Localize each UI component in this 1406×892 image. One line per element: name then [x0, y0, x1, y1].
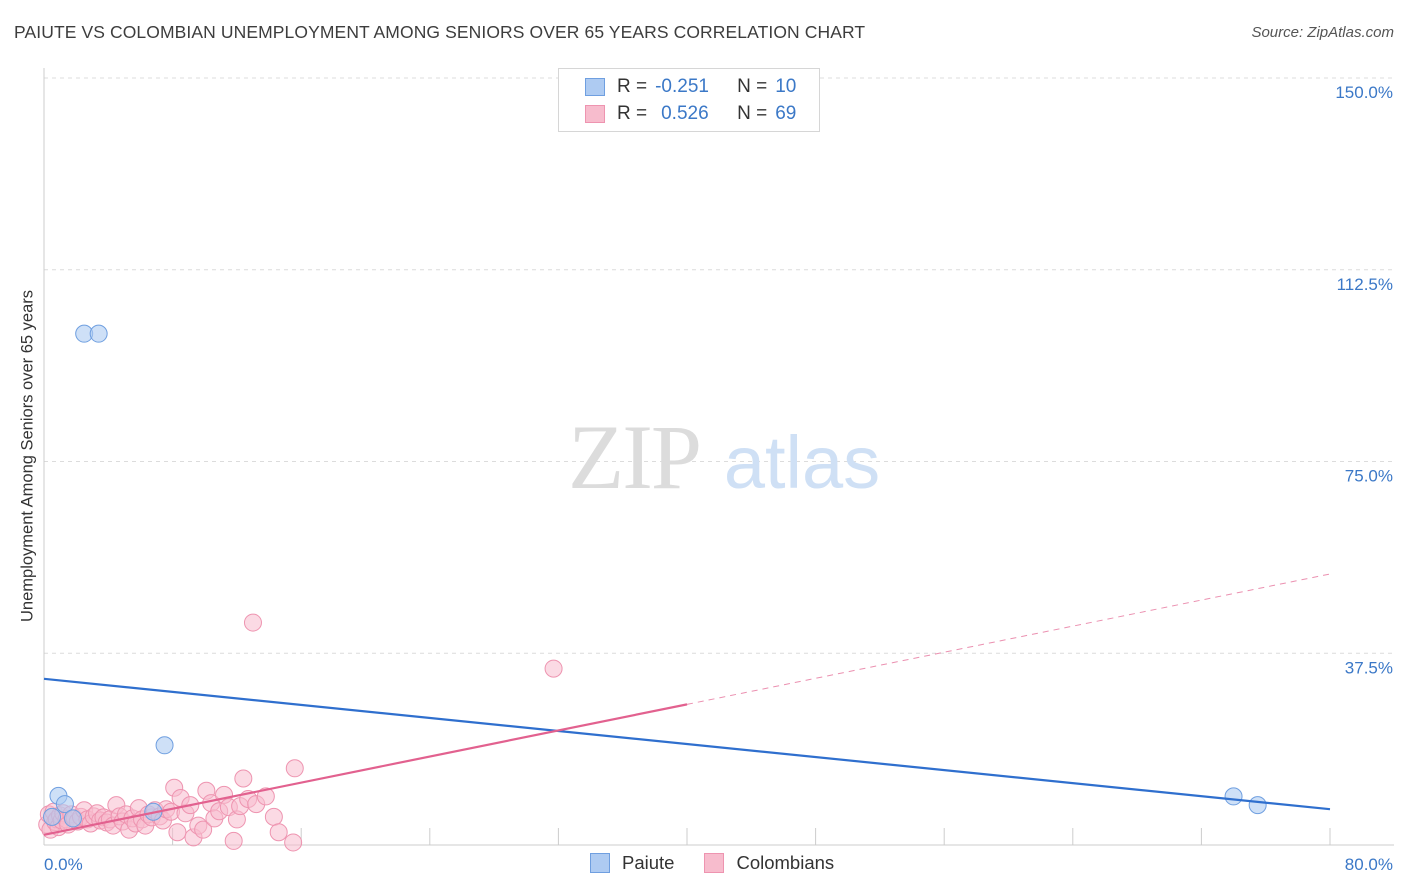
paiute-n-label: N = — [737, 76, 768, 97]
colombians-trend-line — [43, 703, 688, 836]
colombians-trend-extension — [686, 573, 1331, 705]
paiute-n-value: 10 — [775, 76, 797, 97]
colombians-legend-swatch — [704, 853, 725, 873]
colombian-point — [285, 759, 304, 778]
colombian-point — [284, 833, 303, 852]
series-legend: Paiute Colombians — [590, 852, 864, 874]
watermark-zip: ZIP — [568, 406, 700, 508]
y-axis-label: Unemployment Among Seniors over 65 years — [18, 290, 37, 622]
axes — [43, 68, 1394, 846]
paiute-legend-label: Paiute — [622, 852, 675, 873]
colombian-point — [224, 831, 243, 850]
y-tick-label: 37.5% — [1345, 658, 1393, 677]
legend-item-paiute[interactable]: Paiute — [590, 852, 674, 874]
colombian-point — [269, 823, 288, 842]
y-tick-label: 150.0% — [1335, 83, 1393, 102]
colombian-point — [256, 787, 275, 806]
y-tick-label: 112.5% — [1337, 275, 1393, 294]
colombian-point — [264, 807, 283, 826]
paiute-r-label: R = — [617, 76, 648, 97]
paiute-point — [155, 736, 174, 755]
paiute-r-value: -0.251 — [655, 76, 709, 97]
source-label: Source: ZipAtlas.com — [1251, 24, 1394, 41]
chart-title: PAIUTE VS COLOMBIAN UNEMPLOYMENT AMONG S… — [14, 22, 866, 42]
y-tick-label: 75.0% — [1345, 467, 1393, 486]
x-tick-label: 80.0% — [1345, 855, 1393, 874]
colombian-point — [168, 823, 187, 842]
x-tick-label: 0.0% — [44, 855, 83, 874]
watermark-atlas: atlas — [724, 421, 880, 504]
paiute-point — [55, 795, 74, 814]
paiute-point — [63, 809, 82, 828]
paiute-swatch — [585, 78, 605, 96]
colombian-point — [544, 659, 563, 678]
paiute-point — [1224, 787, 1243, 806]
colombians-swatch — [585, 105, 605, 123]
grid-lines — [44, 77, 1394, 654]
colombians-r-label: R = — [617, 103, 648, 124]
colombians-n-label: N = — [737, 103, 768, 124]
tick-labels: 37.5% 75.0% 112.5% 150.0% 0.0% 80.0% — [44, 83, 1393, 874]
colombians-r-value: 0.526 — [661, 103, 709, 124]
legend-item-colombians[interactable]: Colombians — [704, 852, 834, 874]
paiute-trend-line — [43, 677, 1331, 811]
paiute-legend-swatch — [590, 853, 610, 873]
paiute-point — [1248, 796, 1267, 815]
colombian-point — [194, 820, 213, 839]
colombians-points — [38, 613, 563, 852]
colombians-legend-label: Colombians — [736, 852, 835, 873]
paiute-points — [43, 324, 1267, 828]
watermark: ZIP atlas — [568, 406, 880, 508]
paiute-point — [43, 807, 62, 826]
colombian-point — [234, 769, 253, 788]
stats-legend: R = -0.251 N = 10 R = 0.526 N = 69 — [558, 68, 820, 132]
colombians-n-value: 69 — [775, 103, 797, 124]
legend-row-paiute: R = -0.251 N = 10 — [585, 75, 796, 99]
colombian-point — [243, 613, 262, 632]
paiute-point — [89, 324, 108, 343]
legend-row-colombians: R = 0.526 N = 69 — [585, 102, 796, 126]
trend-lines — [43, 573, 1331, 836]
